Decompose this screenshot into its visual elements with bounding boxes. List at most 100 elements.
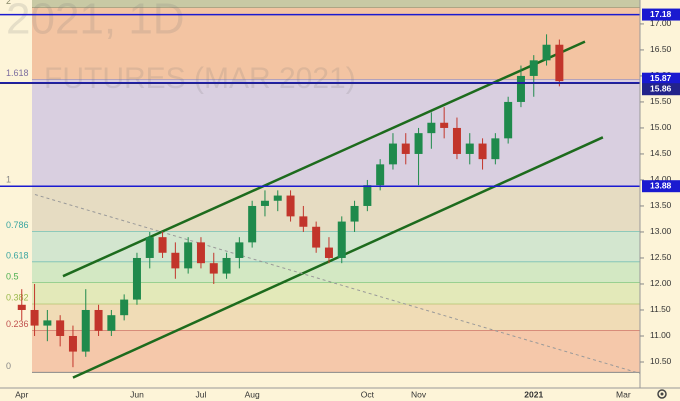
- fib-band: [32, 7, 640, 80]
- candle-body: [324, 247, 333, 258]
- fib-label: 0.382: [6, 293, 29, 303]
- fib-band: [32, 0, 640, 8]
- x-tick-label: Jun: [130, 389, 144, 399]
- price-tag: [642, 180, 680, 193]
- y-tick-label: 15.50: [650, 96, 672, 106]
- price-axis: [640, 0, 680, 401]
- fib-band: [32, 79, 640, 187]
- x-tick-label: Oct: [361, 389, 375, 399]
- candle-body: [81, 309, 90, 352]
- candle-body: [376, 164, 385, 186]
- fib-label: 0: [6, 361, 11, 371]
- fib-label: 1: [6, 175, 11, 185]
- price-tag: [642, 83, 680, 96]
- y-tick-label: 11.50: [650, 304, 671, 314]
- candle-body: [260, 200, 269, 206]
- x-tick-label: Mar: [616, 389, 631, 399]
- y-tick-label: 13.00: [650, 226, 672, 236]
- candle-body: [542, 44, 551, 61]
- candle-body: [452, 127, 461, 154]
- candle-body: [158, 237, 167, 253]
- candle-body: [171, 252, 180, 269]
- candle-body: [132, 257, 141, 300]
- y-tick-label: 16.50: [650, 44, 672, 54]
- y-tick-label: 15.00: [650, 122, 672, 132]
- fib-label: 0.236: [6, 319, 29, 329]
- candle-body: [299, 216, 308, 227]
- candle-body: [350, 205, 359, 222]
- x-tick-label: Jul: [196, 389, 207, 399]
- price-tag: [642, 8, 680, 21]
- price-tag-label: 15.86: [650, 83, 672, 93]
- candle-body: [388, 143, 397, 165]
- y-tick-label: 11.00: [650, 330, 671, 340]
- fib-label: 1.618: [6, 68, 29, 78]
- candle-body: [17, 304, 26, 310]
- price-tag: [642, 72, 680, 85]
- candle-body: [363, 185, 372, 206]
- candle-body: [94, 309, 103, 331]
- fib-band: [32, 186, 640, 232]
- candle-body: [184, 242, 193, 269]
- candle-body: [196, 242, 205, 264]
- price-tag-label: 15.87: [650, 73, 672, 83]
- y-tick-label: 10.50: [650, 356, 672, 366]
- fib-label: 0.5: [6, 271, 19, 281]
- candle-body: [529, 60, 538, 76]
- y-tick-label: 14.50: [650, 148, 672, 158]
- fib-label: 0.786: [6, 220, 29, 230]
- axes: 10.50 11.00 11.50 12.00 12.50 13.00 13.50 14.00…: [15, 8, 680, 399]
- time-axis: [0, 388, 640, 401]
- y-tick-label: 17.00: [650, 18, 672, 28]
- candle-body: [312, 226, 321, 248]
- watermark-title: 2021, 1D: [6, 0, 185, 44]
- candle-body: [56, 320, 65, 336]
- settings-icon[interactable]: [657, 389, 667, 399]
- candle-body: [337, 221, 346, 258]
- gear[interactable]: [657, 389, 667, 399]
- gear-center[interactable]: [660, 392, 664, 396]
- candle-body: [555, 44, 564, 82]
- candle-body: [43, 320, 52, 326]
- candle-body: [68, 335, 77, 352]
- y-tick-label: 14.00: [650, 174, 672, 184]
- candle-body: [273, 195, 282, 201]
- price-tag-label: 17.18: [650, 9, 672, 19]
- fib-band: [32, 304, 640, 331]
- candle-body: [30, 309, 39, 326]
- fib-band: [32, 330, 640, 373]
- fib-band: [32, 262, 640, 283]
- candle-body: [209, 263, 218, 274]
- fib-band: [32, 282, 640, 305]
- candle-body: [516, 75, 525, 102]
- candle-body: [120, 299, 129, 316]
- candle-body: [235, 242, 244, 258]
- candle-body: [107, 315, 116, 331]
- plot: [0, 13, 641, 379]
- y-tick-label: 12.50: [650, 252, 672, 262]
- x-tick-label: Apr: [15, 389, 28, 399]
- candle-body: [414, 133, 423, 154]
- y-tick-label: 13.50: [650, 200, 672, 210]
- x-tick-label: Nov: [411, 389, 427, 399]
- candle-body: [491, 138, 500, 160]
- candle-body: [440, 122, 449, 128]
- candle-body: [401, 143, 410, 154]
- x-tick-label: 2021: [524, 389, 543, 399]
- candle-body: [427, 122, 436, 134]
- candle-body: [248, 205, 257, 243]
- candle-body: [286, 195, 295, 217]
- candle-body: [465, 143, 474, 154]
- candle-body: [222, 257, 231, 274]
- candle-body: [504, 101, 513, 139]
- x-tick-label: Aug: [245, 389, 260, 399]
- candle-body: [478, 143, 487, 160]
- candle-body: [145, 237, 154, 258]
- y-tick-label: 12.00: [650, 278, 672, 288]
- fib-label: 0.618: [6, 251, 29, 261]
- watermark-subtitle: FUTURES (MAR 2021): [44, 62, 356, 95]
- fib-label: 2: [6, 0, 11, 6]
- price-tag-label: 13.88: [650, 180, 672, 190]
